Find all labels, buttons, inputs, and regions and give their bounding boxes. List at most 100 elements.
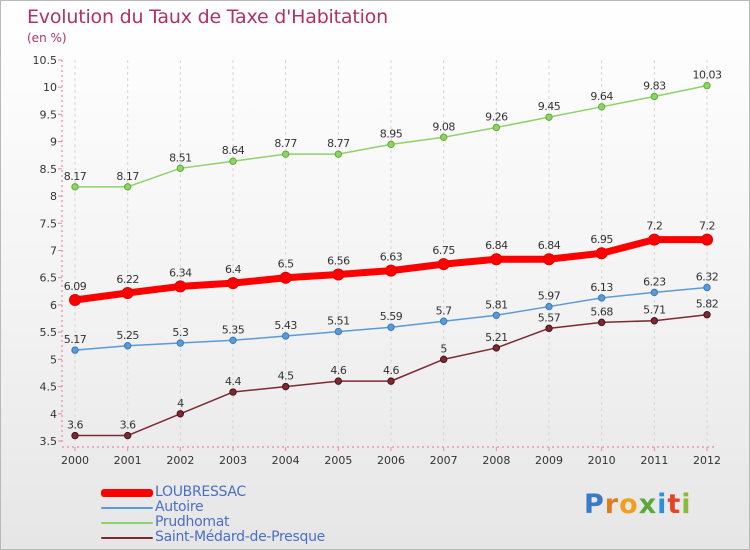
- data-point-loubressac: [543, 253, 555, 266]
- data-label-prudhomat: 9.64: [590, 90, 613, 103]
- data-label-autoire: 5.35: [222, 323, 245, 336]
- data-label-loubressac: 7.2: [699, 220, 715, 233]
- legend-swatch-saint-medard: [101, 536, 153, 539]
- data-label-prudhomat: 8.95: [380, 127, 403, 140]
- data-label-saint-medard: 4.6: [383, 364, 399, 377]
- data-point-autoire: [176, 339, 185, 347]
- data-label-autoire: 5.81: [485, 298, 508, 311]
- y-tick-label: 4.5: [40, 381, 58, 394]
- y-tick-label: 3.5: [40, 435, 58, 448]
- data-point-loubressac: [385, 264, 397, 277]
- x-tick-label: 2004: [272, 454, 300, 467]
- x-tick-label: 2000: [61, 454, 89, 467]
- data-point-prudhomat: [492, 123, 501, 132]
- data-label-autoire: 5.3: [172, 326, 188, 339]
- data-label-loubressac: 6.95: [590, 233, 613, 246]
- data-point-loubressac: [701, 233, 713, 246]
- data-label-autoire: 5.97: [538, 290, 561, 303]
- legend: LOUBRESSAC Autoire Prudhomat Saint-Médar…: [101, 485, 325, 545]
- data-label-autoire: 5.17: [64, 333, 87, 346]
- data-label-prudhomat: 8.17: [64, 170, 87, 183]
- data-label-saint-medard: 3.6: [67, 419, 83, 432]
- data-point-autoire: [492, 311, 501, 319]
- y-tick-label: 5.5: [40, 326, 58, 339]
- data-point-prudhomat: [71, 183, 79, 191]
- data-label-autoire: 5.51: [327, 315, 350, 328]
- data-point-prudhomat: [387, 140, 395, 149]
- data-point-prudhomat: [545, 113, 553, 121]
- data-point-prudhomat: [334, 150, 343, 158]
- data-point-saint-medard: [123, 431, 132, 440]
- logo-letter: o: [619, 489, 639, 520]
- data-point-saint-medard: [334, 377, 343, 385]
- data-point-loubressac: [437, 258, 450, 271]
- data-label-loubressac: 6.5: [278, 258, 294, 271]
- data-label-saint-medard: 4.6: [330, 364, 346, 377]
- data-point-saint-medard: [387, 377, 395, 385]
- data-point-autoire: [123, 342, 132, 350]
- data-label-loubressac: 6.56: [327, 254, 350, 267]
- x-tick-label: 2012: [693, 454, 721, 467]
- data-label-autoire: 6.32: [696, 271, 719, 284]
- data-point-autoire: [703, 283, 711, 292]
- data-point-saint-medard: [703, 311, 711, 319]
- x-tick-label: 2009: [535, 454, 563, 467]
- data-label-autoire: 5.59: [380, 310, 403, 323]
- legend-label-saint-medard: Saint-Médard-de-Presque: [155, 529, 325, 545]
- data-point-autoire: [334, 327, 343, 336]
- data-label-autoire: 5.25: [116, 329, 139, 342]
- data-point-autoire: [439, 317, 448, 325]
- data-label-autoire: 6.23: [643, 275, 666, 288]
- chart-subtitle: (en %): [27, 31, 67, 45]
- data-label-loubressac: 6.09: [64, 280, 87, 293]
- data-point-loubressac: [648, 233, 661, 246]
- legend-swatch-prudhomat: [101, 521, 153, 524]
- logo-letter: x: [638, 489, 658, 520]
- data-label-saint-medard: 5.21: [485, 331, 508, 344]
- x-tick-label: 2002: [166, 454, 194, 467]
- data-point-prudhomat: [229, 157, 237, 165]
- logo-letter: r: [604, 489, 620, 520]
- y-tick-label: 9.5: [40, 108, 58, 121]
- data-point-autoire: [71, 346, 79, 354]
- data-label-prudhomat: 10.03: [693, 69, 722, 82]
- data-label-saint-medard: 5.71: [643, 304, 666, 317]
- data-label-prudhomat: 8.77: [327, 137, 350, 150]
- legend-label-loubressac: LOUBRESSAC: [155, 484, 246, 500]
- data-point-loubressac: [490, 253, 503, 266]
- y-tick-label: 4: [50, 408, 57, 421]
- logo-letter: P: [584, 489, 605, 520]
- logo-letter: t: [667, 489, 682, 520]
- data-label-saint-medard: 5.68: [590, 305, 613, 318]
- data-point-prudhomat: [650, 92, 659, 101]
- data-label-loubressac: 6.84: [485, 239, 508, 252]
- data-label-prudhomat: 9.83: [643, 79, 666, 92]
- data-label-loubressac: 6.75: [432, 244, 455, 257]
- data-label-loubressac: 6.34: [169, 266, 192, 279]
- y-tick-label: 5: [50, 353, 57, 366]
- y-tick-label: 8.5: [40, 163, 58, 176]
- y-tick-label: 8: [50, 190, 57, 203]
- y-tick-label: 6.5: [40, 272, 58, 285]
- y-tick-label: 7.5: [40, 217, 58, 230]
- legend-item-autoire: Autoire: [101, 500, 325, 515]
- data-label-prudhomat: 8.51: [169, 151, 192, 164]
- data-point-prudhomat: [597, 103, 606, 111]
- data-label-loubressac: 6.84: [538, 239, 561, 252]
- data-point-saint-medard: [229, 388, 237, 396]
- data-label-loubressac: 6.4: [225, 263, 241, 276]
- data-label-saint-medard: 4: [177, 397, 184, 410]
- data-label-autoire: 5.43: [274, 319, 297, 332]
- x-tick-label: 2010: [588, 454, 616, 467]
- data-point-saint-medard: [281, 382, 290, 391]
- data-label-saint-medard: 4.4: [225, 375, 241, 388]
- logo-letter: i: [681, 489, 692, 520]
- x-tick-label: 2005: [324, 454, 352, 467]
- data-point-loubressac: [595, 247, 608, 260]
- y-tick-label: 6: [50, 299, 57, 312]
- data-label-prudhomat: 9.08: [432, 120, 455, 133]
- x-tick-label: 2007: [430, 454, 458, 467]
- data-point-loubressac: [174, 280, 187, 293]
